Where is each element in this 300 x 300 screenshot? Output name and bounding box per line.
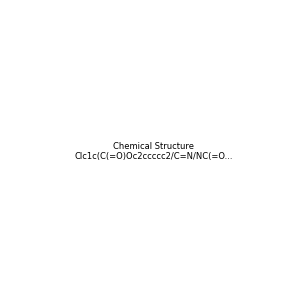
Text: Chemical Structure
Clc1c(C(=O)Oc2ccccc2/C=N/NC(=O...: Chemical Structure Clc1c(C(=O)Oc2ccccc2/… (74, 142, 233, 161)
